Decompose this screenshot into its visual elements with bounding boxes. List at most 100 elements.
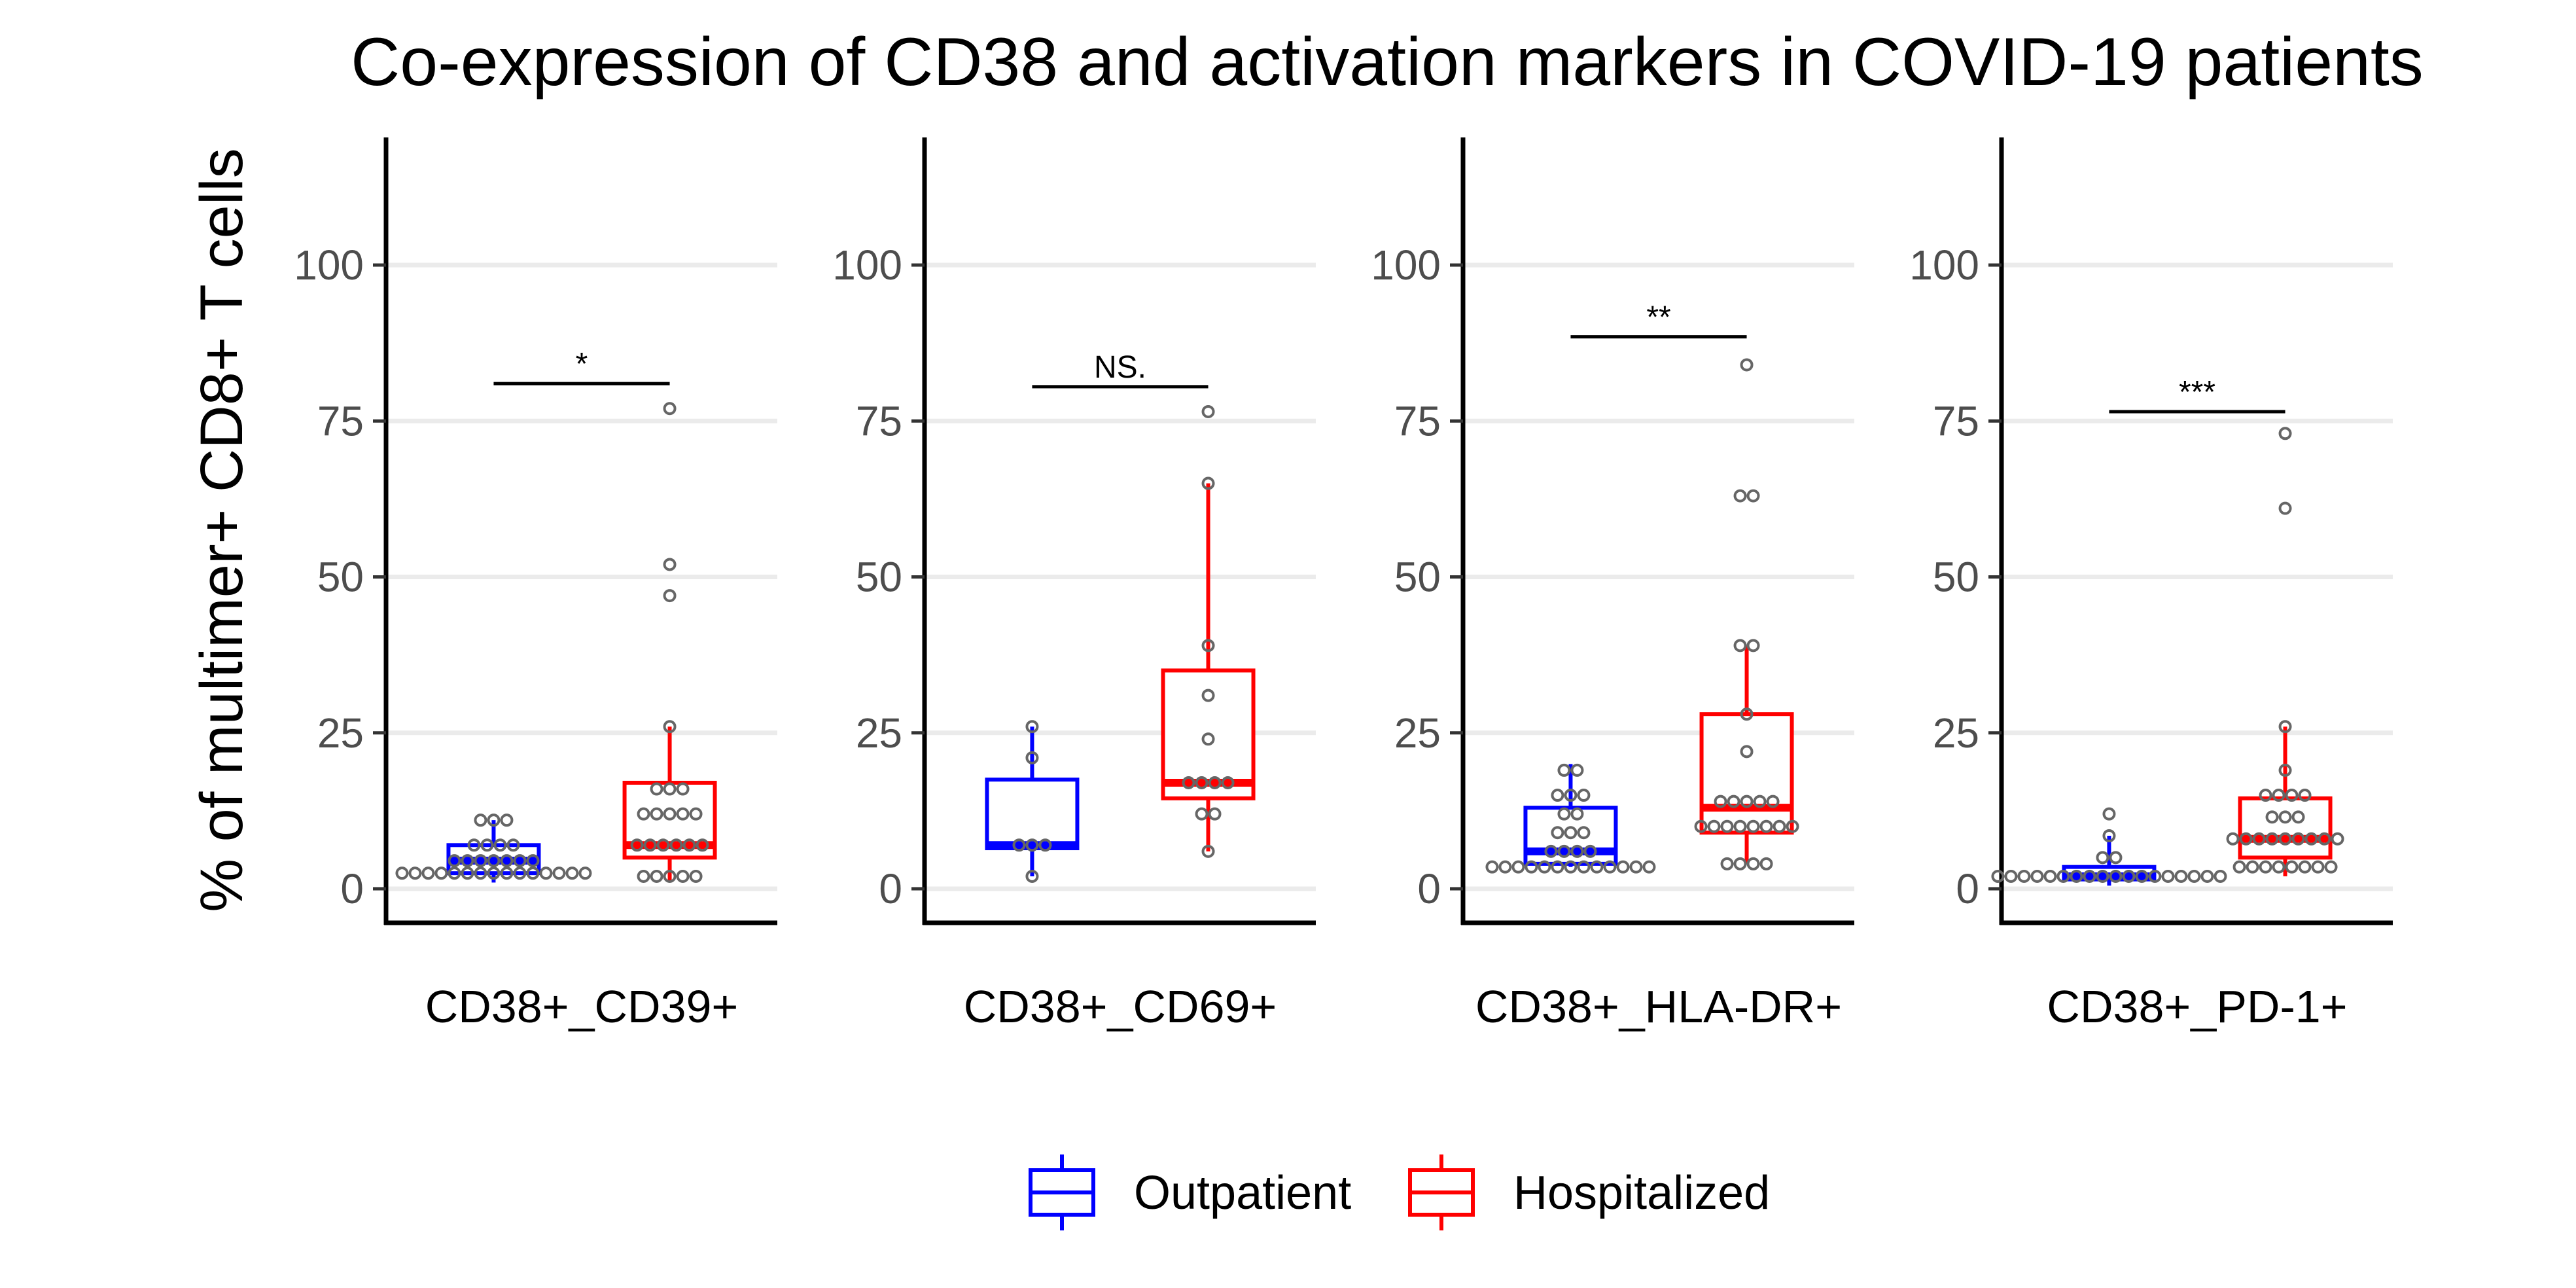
- box-outpatient: [985, 720, 1080, 883]
- x-category-label: CD38+_PD-1+: [2047, 981, 2347, 1032]
- data-point: [500, 854, 514, 868]
- data-point: [696, 838, 709, 852]
- data-point: [1570, 763, 1584, 777]
- legend-entry-outpatient: Outpatient: [1029, 1154, 1351, 1230]
- data-point: [650, 782, 663, 796]
- y-tick-label: 100: [832, 241, 902, 289]
- data-point: [1590, 860, 1604, 874]
- box-iqr: [2238, 796, 2333, 860]
- data-point: [1544, 844, 1558, 858]
- data-point: [663, 807, 677, 821]
- data-point: [1038, 838, 1052, 852]
- data-point: [448, 854, 461, 868]
- data-point: [2017, 869, 2031, 883]
- data-point: [2272, 789, 2285, 802]
- data-point: [1642, 860, 1656, 874]
- box-outpatient: [1485, 763, 1656, 874]
- data-point: [1570, 807, 1584, 821]
- data-point: [480, 838, 494, 852]
- y-tick-label: 50: [1394, 554, 1441, 601]
- data-point: [1740, 707, 1754, 721]
- data-point: [2278, 720, 2292, 734]
- data-point: [2043, 869, 2057, 883]
- data-point: [1538, 860, 1551, 874]
- data-point: [474, 814, 487, 827]
- panel-2: 0 25 50 75 100 CD38+_CD69+ NS.: [832, 137, 1316, 1032]
- data-point: [2318, 832, 2331, 846]
- data-point: [1753, 795, 1767, 808]
- data-point: [1551, 860, 1564, 874]
- data-point: [1551, 789, 1564, 802]
- data-point: [2291, 832, 2305, 846]
- data-point: [1564, 826, 1578, 840]
- data-point: [676, 807, 690, 821]
- legend: Outpatient Hospitalized: [1029, 1154, 1770, 1230]
- y-tick-label: 100: [1909, 241, 1979, 289]
- legend-key-icon: [1029, 1154, 1095, 1230]
- data-point: [461, 854, 474, 868]
- data-point: [637, 807, 650, 821]
- panels: 0 25 50 75 100 CD38+_CD39+ * 0 25 50 75 100 CD38+_CD…: [294, 137, 2393, 1032]
- data-point: [669, 838, 683, 852]
- data-point: [2298, 789, 2312, 802]
- x-category-label: CD38+_CD39+: [425, 981, 739, 1032]
- data-point: [2135, 869, 2149, 883]
- x-category-label: CD38+_CD69+: [964, 981, 1277, 1032]
- box-outpatient: [1991, 807, 2227, 886]
- data-point: [1557, 763, 1571, 777]
- data-point: [663, 589, 677, 603]
- data-point: [1025, 751, 1039, 764]
- data-point: [637, 869, 650, 883]
- legend-key-icon: [1408, 1154, 1475, 1230]
- significance-label: *: [576, 347, 588, 382]
- data-point: [2265, 832, 2279, 846]
- data-point: [650, 869, 663, 883]
- data-point: [1201, 689, 1215, 702]
- data-point: [1786, 819, 1799, 833]
- y-tick-label: 50: [1933, 554, 1979, 601]
- data-point: [2232, 860, 2246, 874]
- data-point: [2083, 869, 2096, 883]
- data-point: [1557, 844, 1571, 858]
- data-point: [1577, 826, 1591, 840]
- data-point: [1551, 826, 1564, 840]
- data-point: [656, 838, 670, 852]
- significance-label: **: [1646, 300, 1670, 335]
- y-tick-label: 25: [1394, 709, 1441, 757]
- data-point: [2278, 832, 2292, 846]
- data-point: [474, 867, 487, 880]
- data-point: [1201, 844, 1215, 858]
- data-point: [2324, 860, 2338, 874]
- data-point: [500, 867, 514, 880]
- data-point: [461, 867, 474, 880]
- data-point: [2148, 869, 2162, 883]
- data-point: [2259, 789, 2272, 802]
- panel-4: 0 25 50 75 100 CD38+_PD-1+ ***: [1909, 137, 2393, 1032]
- data-point: [1603, 860, 1617, 874]
- data-point: [2102, 807, 2116, 821]
- chart-title: Co-expression of CD38 and activation mar…: [351, 24, 2424, 100]
- data-point: [1746, 857, 1760, 870]
- box-iqr: [1699, 712, 1794, 835]
- data-point: [1557, 807, 1571, 821]
- data-point: [1564, 789, 1578, 802]
- data-point: [1720, 857, 1734, 870]
- data-point: [487, 867, 501, 880]
- data-point: [1221, 776, 1235, 789]
- data-point: [682, 838, 696, 852]
- y-tick-label: 50: [856, 554, 902, 601]
- data-point: [1759, 857, 1773, 870]
- data-point: [2096, 851, 2109, 865]
- data-point: [2252, 832, 2266, 846]
- data-point: [676, 869, 690, 883]
- data-point: [2109, 851, 2123, 865]
- y-tick-label: 75: [856, 397, 902, 444]
- data-point: [1201, 639, 1215, 653]
- x-category-label: CD38+_HLA-DR+: [1475, 981, 1842, 1032]
- data-point: [1195, 807, 1209, 821]
- data-point: [1746, 639, 1760, 653]
- data-point: [1740, 745, 1754, 759]
- data-point: [565, 867, 579, 880]
- y-tick-label: 75: [317, 397, 364, 444]
- y-tick-label: 50: [317, 554, 364, 601]
